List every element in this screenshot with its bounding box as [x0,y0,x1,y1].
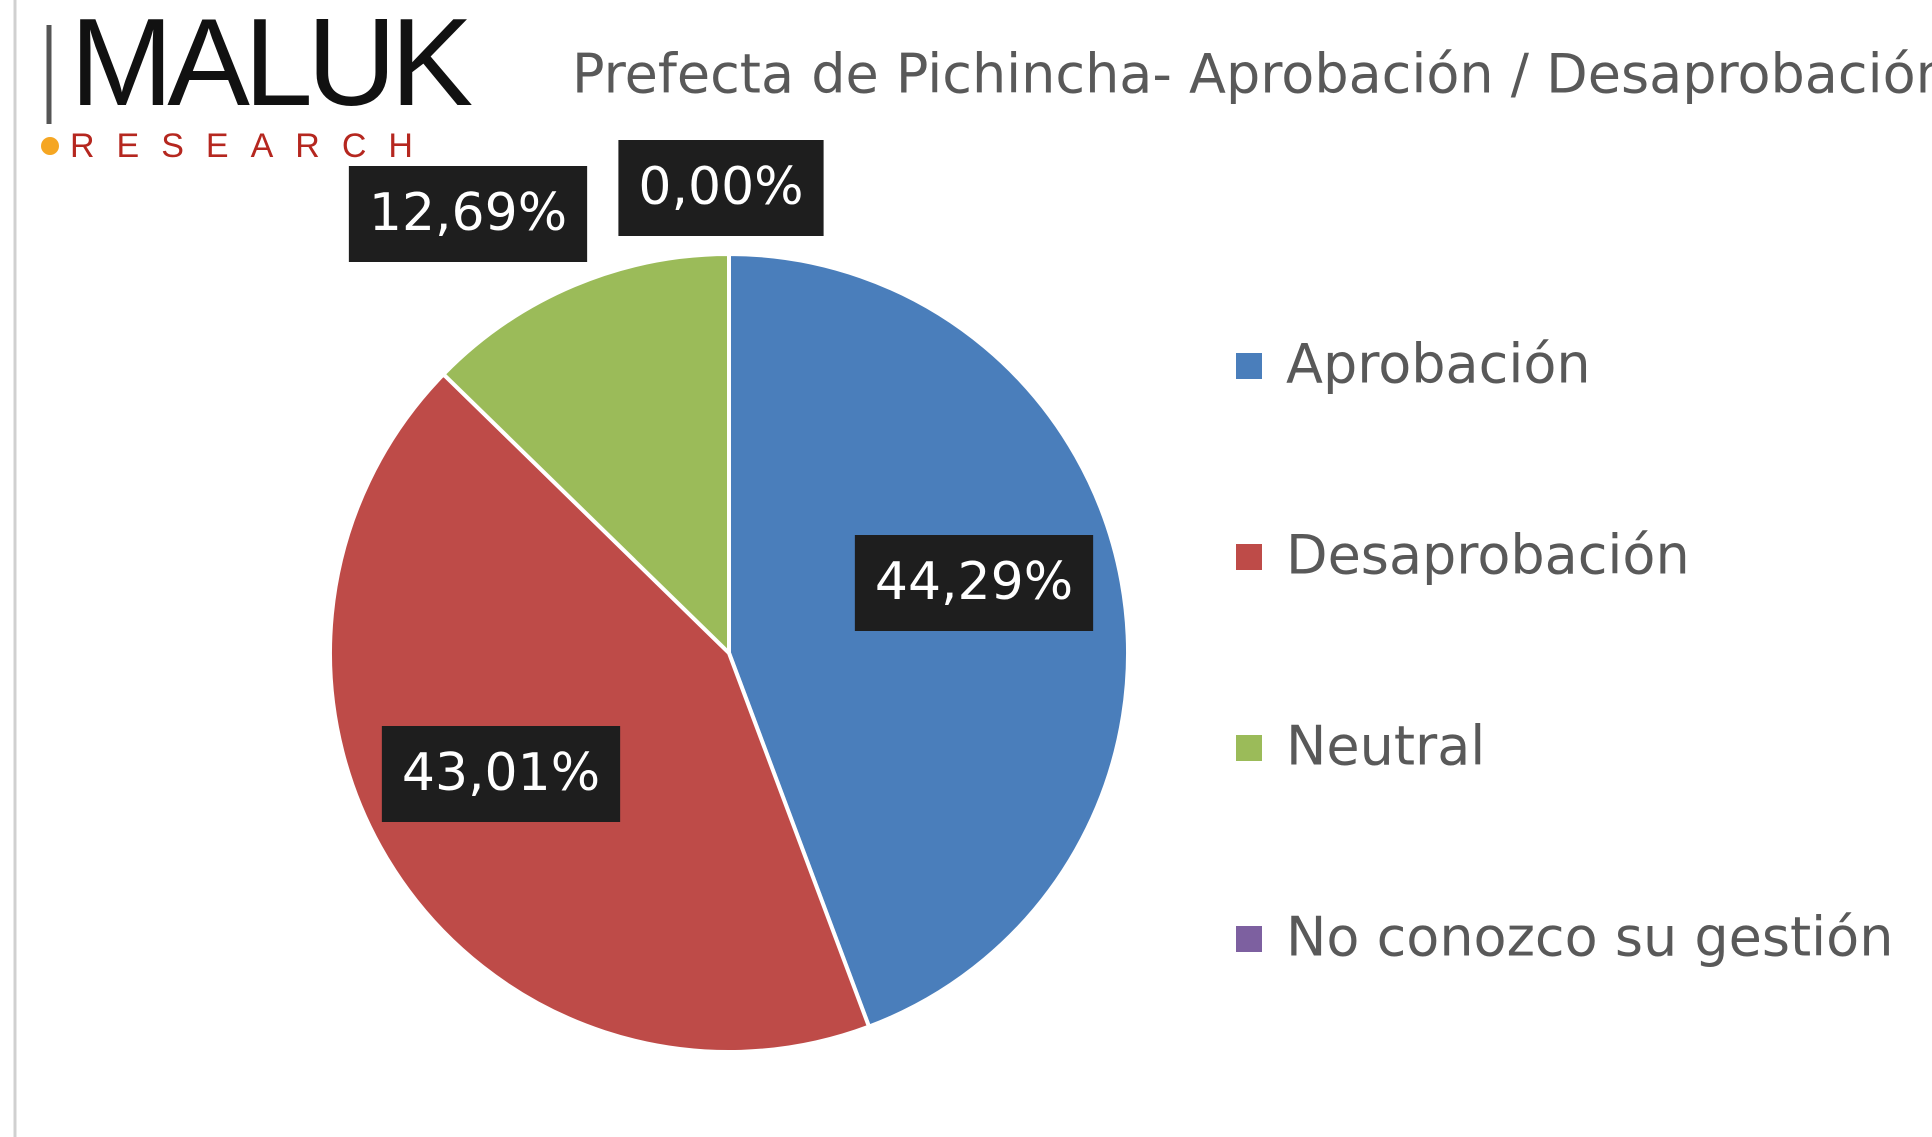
pie-slice [328,371,872,1054]
chart-title: Prefecta de Pichincha- Aprobación / Desa… [572,43,1932,106]
data-label-box [348,166,588,262]
legend-label: Desaprobación [1286,524,1690,587]
legend-label: Aprobación [1286,333,1591,396]
legend-swatch [1236,926,1262,952]
data-label-box [854,535,1094,631]
logo-name: MALUK [70,0,473,132]
pie-slice [727,251,1130,1030]
data-label: 12,69% [369,183,567,243]
logo-dot [41,137,59,155]
data-label: 44,29% [875,552,1073,612]
data-label: 0,00% [638,157,803,217]
logo-tagline: RESEARCH [70,127,435,165]
legend-swatch [1236,735,1262,761]
legend-swatch [1236,544,1262,570]
data-label-box [381,726,621,822]
legend-swatch [1236,353,1262,379]
legend-label: No conozco su gestión [1286,906,1893,969]
data-label-box [618,140,824,236]
data-label: 43,01% [402,743,600,803]
legend-label: Neutral [1286,715,1485,778]
pie-slice [440,251,731,658]
